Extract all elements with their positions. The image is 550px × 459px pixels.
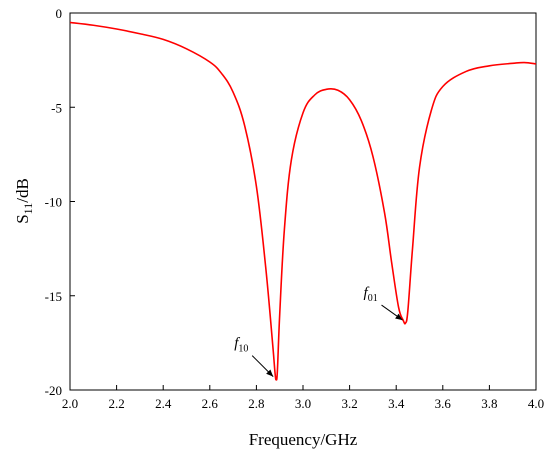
y-axis-title-unit: /dB — [13, 178, 32, 203]
annotation-arrow — [251, 355, 274, 377]
y-tick-label: -15 — [45, 289, 62, 304]
annotations: f10 f01 — [234, 285, 403, 377]
y-axis-title-sub: 11 — [21, 203, 35, 215]
x-tick-label: 4.0 — [528, 396, 544, 411]
x-tick-label: 2.4 — [155, 396, 172, 411]
plot-frame — [69, 12, 537, 391]
s11-series-line — [69, 21, 537, 381]
x-tick-label: 3.8 — [481, 396, 497, 411]
y-tick-label: 0 — [56, 6, 63, 21]
x-tick-label: 2.8 — [248, 396, 264, 411]
x-axis-title: Frequency/GHz — [249, 430, 358, 449]
x-tick-label: 3.4 — [388, 396, 405, 411]
x-tick-label: 2.2 — [108, 396, 124, 411]
annotation-label-f10: f10 — [234, 336, 248, 355]
annotation-arrow — [381, 304, 403, 321]
x-tick-label: 2.0 — [62, 396, 78, 411]
y-axis-title-main: S — [13, 214, 32, 223]
x-tick-label: 3.2 — [341, 396, 357, 411]
x-tick-label: 3.6 — [435, 396, 452, 411]
x-tick-label: 3.0 — [295, 396, 311, 411]
x-tick-label: 2.6 — [202, 396, 219, 411]
y-tick-label: -20 — [45, 383, 62, 398]
y-axis-ticks: 0 -5 -10 -15 -20 — [45, 6, 75, 398]
x-axis-ticks: 2.0 2.2 2.4 2.6 2.8 3.0 3.2 3.4 3.6 3.8 4.0 — [62, 385, 544, 411]
y-tick-label: -5 — [51, 100, 62, 115]
y-tick-label: -10 — [45, 195, 62, 210]
annotation-label-f01: f01 — [364, 285, 378, 304]
y-axis-title: S11/dB — [13, 178, 35, 224]
